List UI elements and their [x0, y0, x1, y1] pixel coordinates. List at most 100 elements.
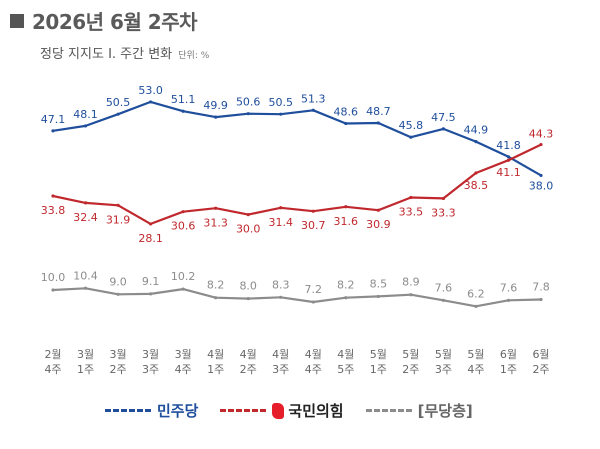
- x-tick-label: 1주: [77, 363, 94, 376]
- x-tick-label: 3주: [272, 363, 289, 376]
- data-label-ppp: 30.7: [301, 219, 326, 232]
- data-label-independent: 10.2: [171, 270, 196, 283]
- x-tick-label: 3주: [142, 363, 159, 376]
- x-tick-label: 4주: [44, 363, 61, 376]
- data-label-independent: 7.2: [305, 283, 323, 296]
- data-label-ppp: 33.3: [431, 206, 456, 219]
- data-label-independent: 8.2: [207, 279, 225, 292]
- x-tick-label: 5월: [467, 348, 484, 361]
- data-point-independent: [181, 287, 185, 291]
- series-line-independent: [52, 287, 542, 308]
- data-point-minjoo: [214, 115, 218, 119]
- data-label-minjoo: 48.6: [334, 105, 359, 118]
- data-label-minjoo: 47.1: [41, 113, 66, 126]
- data-label-independent: 8.5: [370, 277, 388, 290]
- data-label-ppp: 30.9: [366, 218, 391, 231]
- data-label-ppp: 32.4: [73, 211, 98, 224]
- data-label-independent: 7.6: [435, 281, 453, 294]
- data-label-minjoo: 45.8: [399, 119, 424, 132]
- data-point-independent: [246, 297, 250, 301]
- x-tick-label: 4월: [305, 348, 322, 361]
- header: 2026년 6월 2주차: [10, 6, 198, 35]
- data-label-minjoo: 49.9: [203, 99, 228, 112]
- x-tick-label: 5월: [370, 348, 387, 361]
- data-label-minjoo: 38.0: [529, 179, 554, 192]
- data-label-minjoo: 50.5: [106, 96, 131, 109]
- data-point-independent: [506, 298, 511, 302]
- series-line-minjoo: [52, 100, 542, 177]
- data-label-independent: 8.0: [239, 280, 257, 293]
- data-label-minjoo: 51.1: [171, 93, 196, 106]
- x-tick-label: 4월: [240, 348, 257, 361]
- data-label-ppp: 31.3: [203, 216, 228, 229]
- data-point-ppp: [51, 194, 55, 198]
- data-point-ppp: [474, 171, 478, 175]
- data-point-independent: [51, 288, 55, 292]
- data-label-ppp: 30.0: [236, 223, 261, 236]
- data-point-ppp: [441, 196, 445, 201]
- data-point-minjoo: [51, 129, 55, 133]
- data-point-minjoo: [376, 121, 380, 125]
- data-label-minjoo: 41.8: [496, 139, 521, 152]
- data-label-minjoo: 50.5: [268, 96, 293, 109]
- data-point-independent: [474, 304, 478, 308]
- x-tick-label: 1주: [500, 363, 517, 376]
- legend-label-minjoo: 민주당: [157, 402, 199, 420]
- x-tick-label: 4주: [305, 363, 322, 376]
- x-tick-label: 2주: [110, 363, 127, 376]
- x-tick-label: 3월: [142, 348, 159, 361]
- x-tick-label: 3월: [110, 348, 127, 361]
- legend-item-minjoo: 민주당: [105, 400, 198, 421]
- x-tick-label: 2주: [532, 363, 549, 376]
- data-point-minjoo: [506, 155, 511, 159]
- data-label-ppp: 30.6: [171, 220, 196, 233]
- data-point-ppp: [83, 201, 88, 205]
- ppp-logo-icon: [272, 402, 285, 419]
- data-point-minjoo: [246, 112, 250, 116]
- data-label-ppp: 33.5: [399, 205, 424, 218]
- data-point-ppp: [181, 210, 185, 214]
- data-label-independent: 7.8: [532, 280, 550, 293]
- data-point-independent: [344, 296, 348, 300]
- x-tick-label: 4주: [175, 363, 192, 376]
- data-point-ppp: [344, 205, 348, 209]
- data-point-independent: [116, 292, 120, 296]
- data-label-independent: 8.2: [337, 279, 355, 292]
- x-tick-label: 2주: [402, 363, 419, 376]
- data-point-minjoo: [409, 135, 413, 139]
- data-label-independent: 10.4: [73, 269, 98, 282]
- data-label-ppp: 33.8: [41, 204, 66, 217]
- data-point-ppp: [279, 206, 283, 210]
- legend-label-ppp: 국민의힘: [288, 402, 344, 420]
- data-label-independent: 10.0: [41, 271, 66, 284]
- data-point-minjoo: [279, 112, 283, 116]
- data-label-minjoo: 47.5: [431, 111, 456, 124]
- x-tick-label: 3월: [175, 348, 192, 361]
- data-point-ppp: [409, 195, 413, 200]
- data-label-independent: 6.2: [467, 287, 485, 300]
- legend-label-independent: [무당층]: [417, 402, 473, 420]
- data-point-minjoo: [149, 100, 153, 104]
- x-tick-label: 1주: [370, 363, 387, 376]
- x-tick-label: 2주: [240, 363, 257, 376]
- data-label-ppp: 31.9: [106, 213, 131, 226]
- data-point-minjoo: [311, 108, 315, 112]
- data-label-independent: 8.3: [272, 278, 290, 291]
- data-label-ppp: 31.6: [334, 215, 359, 228]
- title-row: 2026년 6월 2주차: [10, 6, 198, 35]
- legend-line-ppp: [220, 409, 267, 412]
- data-point-ppp: [246, 213, 250, 217]
- data-label-minjoo: 53.0: [138, 84, 163, 97]
- data-label-minjoo: 48.1: [73, 108, 98, 121]
- x-tick-label: 4주: [467, 363, 484, 376]
- x-tick-label: 2월: [44, 348, 61, 361]
- subtitle-text: 정당 지지도 Ⅰ. 주간 변화: [40, 47, 173, 62]
- data-point-minjoo: [83, 124, 88, 128]
- data-point-minjoo: [539, 173, 543, 178]
- data-point-independent: [409, 293, 413, 297]
- data-point-independent: [311, 300, 315, 304]
- data-label-ppp: 38.5: [464, 179, 489, 192]
- x-tick-label: 3월: [77, 348, 94, 361]
- x-tick-label: 3주: [435, 363, 452, 376]
- series-line-ppp: [52, 143, 542, 225]
